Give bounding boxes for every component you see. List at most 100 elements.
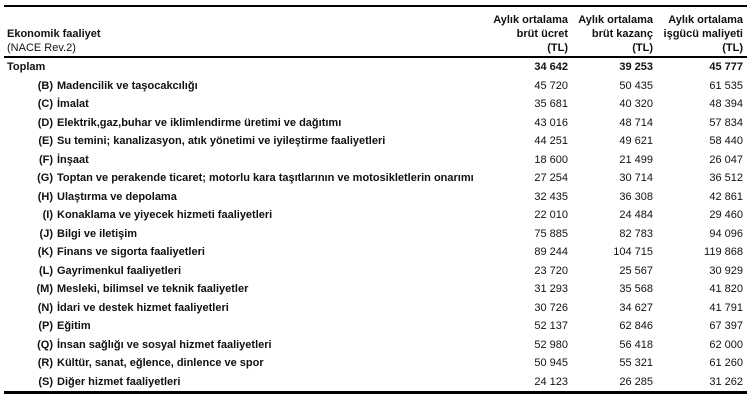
labour-cost-value: 61 260 <box>709 357 743 369</box>
labour-cost-value: 41 791 <box>709 301 743 314</box>
gross-earnings-value: 62 846 <box>619 320 653 332</box>
nace-code: (E) <box>38 135 53 147</box>
gross-wage-value: 22 010 <box>534 209 568 221</box>
activity-label: Konaklama ve yiyecek hizmeti faaliyetler… <box>57 209 273 221</box>
nace-code: (Q) <box>37 338 53 351</box>
gross-wage-value: 44 251 <box>534 135 568 147</box>
gross-earnings-value: 25 567 <box>619 264 653 277</box>
gross-wage-value: 45 720 <box>534 79 568 92</box>
table-row: (N) İdari ve destek hizmet faaliyetleri 3… <box>4 299 743 318</box>
activity-label-cell: (L) Gayrimenkul faaliyetleri <box>4 262 478 281</box>
gross-wage-value: 43 016 <box>534 116 568 129</box>
activity-label: İdari ve destek hizmet faaliyetleri <box>57 301 229 314</box>
column-header-line: brüt kazanç <box>591 28 653 40</box>
nace-code: (B) <box>37 79 53 92</box>
column-header-line: Aylık ortalama <box>493 14 568 26</box>
column-header-gross-earnings: Aylık ortalama brüt kazanç (TL) <box>568 13 653 55</box>
nace-code: (M) <box>36 283 54 295</box>
column-header-line: brüt ücret <box>516 28 568 40</box>
nace-code: (C) <box>37 98 53 110</box>
gross-wage-value: 52 980 <box>534 338 568 351</box>
gross-wage-value: 75 885 <box>534 227 568 240</box>
activity-label-cell: (B) Madencilik ve taşocakcılığı <box>4 77 478 96</box>
table-row: (K) Finans ve sigorta faaliyetleri 89 244… <box>4 243 743 262</box>
gross-earnings-value: 35 568 <box>619 283 653 295</box>
gross-wage-value: 32 435 <box>534 190 568 203</box>
gross-wage-value: 27 254 <box>534 172 568 184</box>
gross-earnings-value: 48 714 <box>619 116 653 129</box>
activity-label: Ulaştırma ve depolama <box>57 190 177 203</box>
statistics-table: Ekonomik faaliyet (NACE Rev.2) Aylık ort… <box>4 5 747 394</box>
column-header-line: Aylık ortalama <box>578 14 653 26</box>
gross-earnings-value: 34 627 <box>619 301 653 314</box>
activity-label: Eğitim <box>57 320 91 332</box>
table-row: (E) Su temini; kanalizasyon, atık yönetim… <box>4 132 743 151</box>
gross-earnings-value: 30 714 <box>619 172 653 184</box>
gross-earnings-value: 24 484 <box>619 209 653 221</box>
gross-wage-value: 31 293 <box>534 283 568 295</box>
activity-label-cell: Toplam <box>4 58 478 77</box>
gross-wage-value: 35 681 <box>534 98 568 110</box>
gross-wage-value: 23 720 <box>534 264 568 277</box>
gross-earnings-value: 50 435 <box>619 79 653 92</box>
gross-earnings-value: 49 621 <box>619 135 653 147</box>
nace-code: (I) <box>42 209 53 221</box>
activity-label: Elektrik,gaz,buhar ve iklimlendirme üret… <box>57 116 342 129</box>
table-row: Toplam 34 642 39 253 45 777 <box>4 58 743 77</box>
table-row: (S) Diğer hizmet faaliyetleri 24 123 26 2… <box>4 373 743 392</box>
activity-label-cell: (G) Toptan ve perakende ticaret; motorlu … <box>4 169 478 188</box>
gross-earnings-value: 26 285 <box>619 375 653 388</box>
nace-code: (R) <box>37 357 53 369</box>
gross-earnings-value: 56 418 <box>619 338 653 351</box>
gross-earnings-value: 36 308 <box>619 190 653 203</box>
activity-label: Gayrimenkul faaliyetleri <box>57 264 182 277</box>
activity-label-cell: (J) Bilgi ve iletişim <box>4 225 478 244</box>
labour-cost-value: 41 820 <box>709 283 743 295</box>
activity-label: Kültür, sanat, eğlence, dinlence ve spor <box>57 357 264 369</box>
activity-label: İnsan sağlığı ve sosyal hizmet faaliyetl… <box>57 338 272 351</box>
gross-earnings-value: 82 783 <box>619 227 653 240</box>
labour-cost-value: 57 834 <box>709 116 743 129</box>
activity-label: Su temini; kanalizasyon, atık yönetimi v… <box>57 135 386 147</box>
nace-code: (S) <box>38 375 53 388</box>
activity-label-cell: (F) İnşaat <box>4 151 478 170</box>
table-row: (D) Elektrik,gaz,buhar ve iklimlendirme ü… <box>4 114 743 133</box>
table-row: (J) Bilgi ve iletişim 75 885 82 783 94 09… <box>4 225 743 244</box>
column-header-gross-wage: Aylık ortalama brüt ücret (TL) <box>478 13 568 55</box>
table-row: (I) Konaklama ve yiyecek hizmeti faaliyet… <box>4 206 743 225</box>
gross-earnings-value: 21 499 <box>619 153 653 166</box>
activity-label: İmalat <box>57 98 89 110</box>
table-row: (B) Madencilik ve taşocakcılığı 45 720 50… <box>4 77 743 96</box>
labour-cost-value: 31 262 <box>709 375 743 388</box>
gross-earnings-value: 39 253 <box>619 61 653 73</box>
nace-code: (J) <box>39 227 53 240</box>
labour-cost-value: 29 460 <box>709 209 743 221</box>
activity-label: Mesleki, bilimsel ve teknik faaliyetler <box>57 283 249 295</box>
labour-cost-value: 67 397 <box>709 320 743 332</box>
labour-cost-value: 58 440 <box>709 135 743 147</box>
labour-cost-value: 30 929 <box>709 264 743 277</box>
nace-code: (L) <box>38 264 53 277</box>
activity-label-cell: (P) Eğitim <box>4 317 478 336</box>
gross-earnings-value: 104 715 <box>613 246 653 258</box>
activity-label-cell: (K) Finans ve sigorta faaliyetleri <box>4 243 478 262</box>
column-header-line: Aylık ortalama <box>668 14 743 26</box>
labour-cost-value: 26 047 <box>709 153 743 166</box>
table-body: Toplam 34 642 39 253 45 777 (B) Madencili… <box>4 58 747 394</box>
labour-cost-value: 36 512 <box>709 172 743 184</box>
gross-wage-value: 18 600 <box>534 153 568 166</box>
activity-label-cell: (R) Kültür, sanat, eğlence, dinlence ve s… <box>4 354 478 373</box>
labour-cost-value: 61 535 <box>709 79 743 92</box>
column-header-labour-cost: Aylık ortalama işgücü maliyeti (TL) <box>653 13 743 55</box>
stub-header: Ekonomik faaliyet (NACE Rev.2) <box>4 27 478 55</box>
column-header-unit: (TL) <box>722 42 743 54</box>
activity-label: Finans ve sigorta faaliyetleri <box>57 246 205 258</box>
nace-code: (D) <box>37 116 53 129</box>
activity-label: Bilgi ve iletişim <box>57 227 138 240</box>
gross-earnings-value: 55 321 <box>619 357 653 369</box>
activity-label-cell: (H) Ulaştırma ve depolama <box>4 188 478 207</box>
activity-label-cell: (S) Diğer hizmet faaliyetleri <box>4 373 478 392</box>
column-header-unit: (TL) <box>632 42 653 54</box>
activity-label-cell: (C) İmalat <box>4 95 478 114</box>
table-row: (R) Kültür, sanat, eğlence, dinlence ve s… <box>4 354 743 373</box>
